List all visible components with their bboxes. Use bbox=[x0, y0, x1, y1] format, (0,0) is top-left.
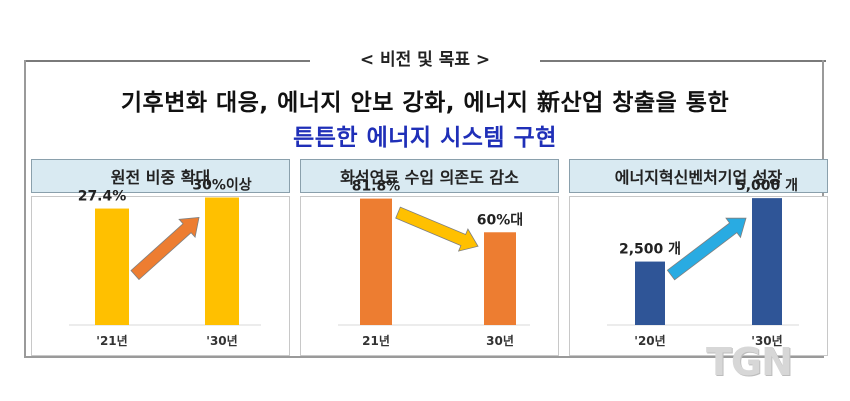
panel-title-nuclear: 원전 비중 확대 bbox=[31, 159, 290, 193]
header-rule-right bbox=[540, 60, 826, 62]
bar-2 bbox=[484, 232, 516, 325]
panel-title-fossil: 화석연료 수입 의존도 감소 bbox=[300, 159, 559, 193]
chart-panel-nuclear bbox=[31, 196, 290, 356]
category-label: 30년 bbox=[486, 334, 514, 348]
trend-arrow-icon bbox=[395, 206, 479, 252]
category-label: '21년 bbox=[96, 334, 127, 348]
bar-value-label: 81.8% bbox=[352, 179, 401, 195]
panel-title-venture: 에너지혁신벤처기업 성장 bbox=[569, 159, 828, 193]
section-heading: < 비전 및 목표 > bbox=[359, 50, 491, 70]
trend-arrow-icon bbox=[130, 217, 200, 281]
bar-1 bbox=[95, 208, 129, 325]
bar-1 bbox=[360, 198, 392, 325]
category-label: '30년 bbox=[751, 334, 782, 348]
category-label: 21년 bbox=[362, 334, 390, 348]
category-label: '20년 bbox=[634, 334, 665, 348]
bar-2 bbox=[752, 198, 782, 325]
bar-value-label: 30%이상 bbox=[192, 177, 251, 194]
bar-value-label: 60%대 bbox=[477, 212, 523, 228]
trend-arrow-icon bbox=[666, 217, 747, 281]
bar-value-label: 2,500 개 bbox=[619, 242, 681, 258]
chart-panel-venture bbox=[569, 196, 828, 356]
header-rule-left bbox=[24, 60, 310, 62]
category-label: '30년 bbox=[206, 334, 237, 348]
bar-1 bbox=[635, 261, 665, 325]
vision-goal: 튼튼한 에너지 시스템 구현 bbox=[293, 125, 557, 151]
bar-2 bbox=[205, 197, 239, 325]
bar-value-label: 5,000 개 bbox=[736, 178, 798, 194]
vision-statement: 기후변화 대응, 에너지 안보 강화, 에너지 新산업 창출을 통한 bbox=[120, 90, 730, 116]
watermark-logo: TGN bbox=[706, 340, 793, 384]
bar-value-label: 27.4% bbox=[78, 189, 127, 205]
